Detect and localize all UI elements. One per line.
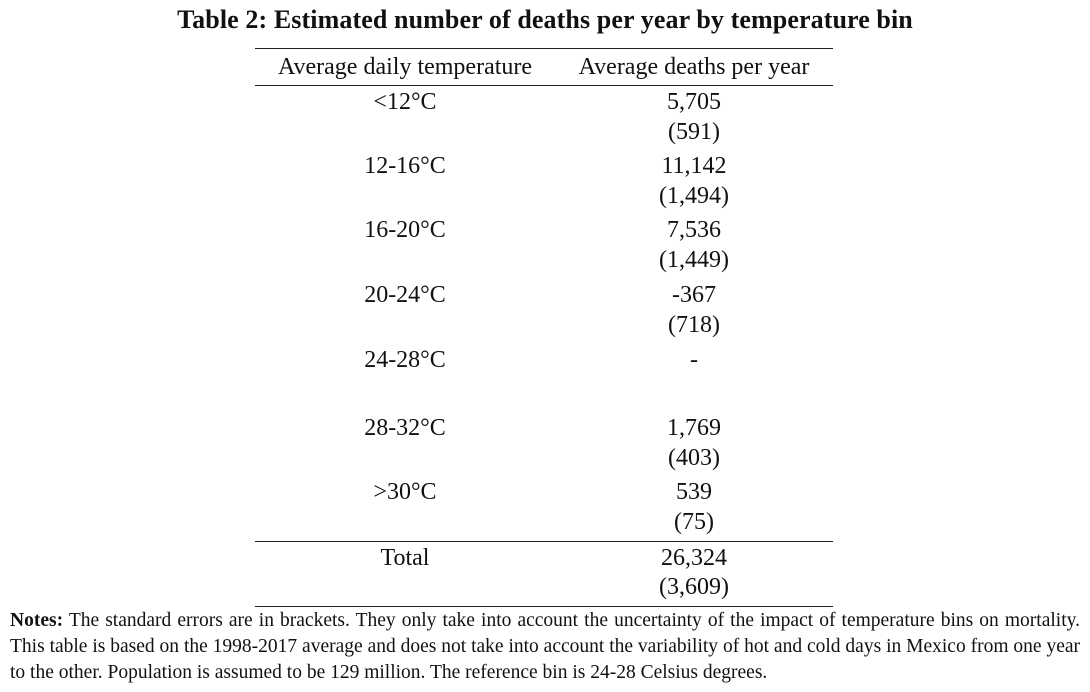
header-rule — [255, 85, 833, 86]
top-rule — [255, 48, 833, 49]
total-rule — [255, 541, 833, 542]
notes-label: Notes: — [10, 610, 64, 631]
row-se: (591) — [668, 119, 720, 145]
row-deaths: 5,705 — [667, 89, 721, 115]
notes-text: The standard errors are in brackets. The… — [10, 610, 1080, 683]
row-deaths: 539 — [676, 479, 712, 505]
row-deaths: 11,142 — [661, 153, 727, 179]
row-deaths: -367 — [672, 282, 716, 308]
row-bin: >30°C — [373, 479, 437, 505]
row-deaths: - — [690, 347, 698, 373]
total-deaths: 26,324 — [661, 545, 727, 571]
header-temperature: Average daily temperature — [277, 54, 533, 80]
total-se: (3,609) — [659, 574, 729, 600]
total-label: Total — [380, 545, 430, 571]
row-bin: 20-24°C — [364, 282, 446, 308]
row-bin: 24-28°C — [364, 347, 446, 373]
header-deaths: Average deaths per year — [578, 54, 810, 80]
row-deaths: 7,536 — [667, 217, 721, 243]
row-bin: 12-16°C — [364, 153, 446, 179]
row-se: (403) — [668, 445, 720, 471]
row-se: (718) — [668, 312, 720, 338]
row-deaths: 1,769 — [667, 415, 721, 441]
row-se: (1,449) — [659, 247, 729, 273]
row-bin: 16-20°C — [364, 217, 446, 243]
row-bin: <12°C — [373, 89, 437, 115]
bottom-rule — [255, 606, 833, 607]
row-se: (75) — [674, 509, 714, 535]
row-bin: 28-32°C — [364, 415, 446, 441]
row-se: (1,494) — [659, 183, 729, 209]
table-title: Table 2: Estimated number of deaths per … — [177, 5, 913, 34]
table-notes: Notes: The standard errors are in bracke… — [10, 608, 1080, 686]
